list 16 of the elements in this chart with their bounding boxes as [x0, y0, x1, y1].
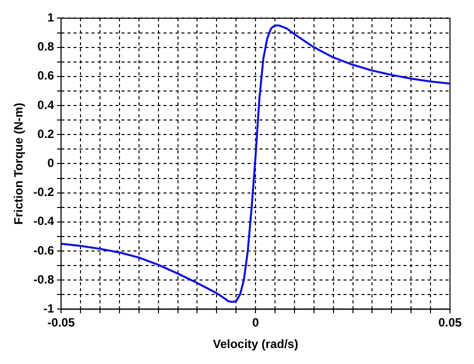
y-tick-label: -0.4 [33, 214, 54, 228]
y-tick-label: -0.8 [33, 272, 54, 286]
x-axis-title: Velocity (rad/s) [212, 337, 298, 352]
x-tick-label: -0.05 [47, 316, 76, 330]
y-tick-label: 1 [47, 10, 54, 25]
x-tick-label: 0.05 [438, 316, 462, 330]
y-tick-label: -0.6 [33, 243, 54, 258]
y-tick-label: 0.6 [37, 68, 54, 83]
y-tick-label: 0.4 [37, 98, 54, 112]
y-tick-label: -0.2 [33, 185, 54, 200]
y-tick-label: -1 [43, 302, 54, 316]
y-tick-label: 0.8 [37, 40, 54, 54]
y-tick-label: 0 [47, 156, 54, 170]
y-axis-title: Friction Torque (N-m) [12, 102, 26, 225]
x-tick-label: 0 [252, 316, 260, 330]
y-tick-label: 0.2 [37, 126, 54, 141]
